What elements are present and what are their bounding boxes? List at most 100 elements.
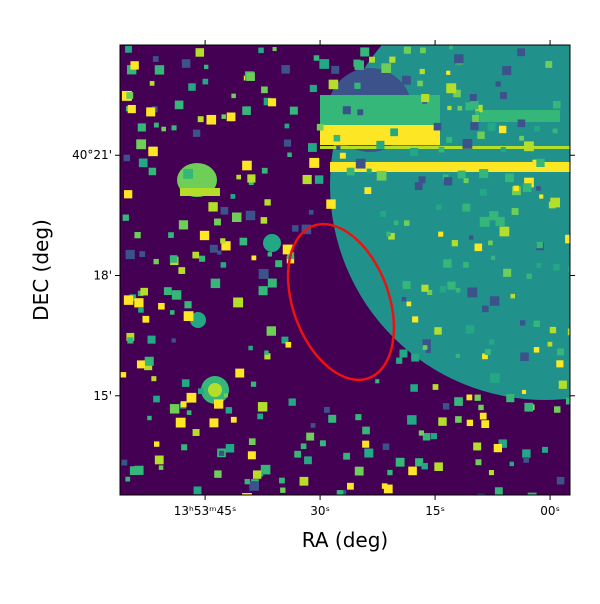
- speckle: [342, 106, 351, 115]
- speckle: [245, 210, 256, 221]
- speckle: [381, 63, 392, 73]
- speckle: [134, 232, 141, 239]
- speckle: [432, 384, 439, 390]
- speckle: [258, 286, 268, 296]
- speckle: [178, 267, 186, 274]
- speckle: [130, 61, 139, 70]
- speckle: [153, 258, 159, 265]
- speckle: [513, 185, 519, 192]
- speckle: [362, 426, 370, 435]
- speckle: [482, 353, 488, 360]
- speckle: [434, 462, 443, 471]
- speckle: [457, 105, 463, 111]
- speckle: [235, 368, 245, 378]
- speckle: [465, 102, 474, 111]
- speckle: [554, 406, 561, 413]
- speckle: [288, 398, 296, 406]
- speckle: [526, 273, 532, 280]
- speckle: [447, 105, 452, 111]
- speckle: [153, 122, 159, 128]
- speckle: [144, 356, 154, 366]
- speckle: [138, 307, 144, 313]
- speckle: [438, 417, 447, 426]
- speckle: [499, 226, 510, 237]
- speckle: [469, 100, 479, 110]
- speckle: [123, 154, 131, 162]
- speckle: [192, 251, 200, 259]
- speckle: [178, 220, 189, 230]
- speckle: [438, 231, 444, 237]
- x-tick-label: 13ʰ53ᵐ45ˢ: [174, 504, 237, 518]
- speckle: [230, 194, 236, 199]
- speckle: [500, 92, 507, 100]
- speckle: [422, 345, 428, 350]
- speckle: [175, 417, 186, 428]
- speckle: [231, 93, 236, 99]
- x-tick-label: 00ˢ: [540, 504, 560, 518]
- speckle: [261, 86, 268, 94]
- speckle: [467, 287, 478, 298]
- speckle: [498, 439, 507, 448]
- speckle: [183, 168, 194, 179]
- speckle: [247, 174, 256, 183]
- speckle: [148, 167, 157, 176]
- speckle: [465, 325, 475, 334]
- speckle: [545, 61, 553, 68]
- speckle: [369, 56, 375, 63]
- speckle: [136, 360, 145, 369]
- speckle: [300, 443, 307, 450]
- speckle: [455, 353, 460, 358]
- speckle: [346, 167, 355, 176]
- speckle: [124, 190, 133, 199]
- speckle: [466, 394, 473, 401]
- speckle: [469, 94, 477, 102]
- speckle: [401, 296, 407, 302]
- speckle: [420, 47, 426, 54]
- speckle: [509, 461, 514, 467]
- speckle: [171, 290, 182, 300]
- speckle: [536, 158, 545, 168]
- speckle: [490, 373, 500, 383]
- speckle: [208, 202, 218, 212]
- speckle: [183, 311, 194, 321]
- speckle: [536, 241, 543, 249]
- speckle: [158, 302, 165, 310]
- x-tick-label: 30ˢ: [310, 504, 330, 518]
- speckle: [151, 376, 157, 382]
- speckle: [433, 122, 442, 131]
- plot-frame: [119, 44, 571, 496]
- speckle: [264, 199, 271, 206]
- speckle: [548, 201, 556, 209]
- speckle: [482, 305, 489, 313]
- speckle: [246, 72, 255, 81]
- speckle: [186, 410, 192, 415]
- speckle: [524, 177, 534, 188]
- speckle: [337, 490, 344, 495]
- speckle: [474, 394, 481, 401]
- speckle: [249, 481, 259, 491]
- speckle: [339, 152, 346, 159]
- speckle: [242, 106, 251, 115]
- speckle: [127, 337, 134, 344]
- speckle: [364, 448, 374, 458]
- speckle: [395, 457, 405, 467]
- speckle: [479, 412, 487, 420]
- y-tick-label: 15': [93, 389, 112, 403]
- speckle: [260, 217, 268, 224]
- speckle: [386, 231, 391, 237]
- speckle: [527, 492, 537, 495]
- speckle: [422, 339, 431, 348]
- speckle: [264, 353, 271, 360]
- speckle: [383, 484, 393, 494]
- speckle: [511, 208, 519, 215]
- speckle: [415, 458, 424, 467]
- speckle: [199, 255, 206, 262]
- speckle: [388, 232, 395, 240]
- speckle: [248, 180, 254, 186]
- speckle: [410, 147, 419, 156]
- speckle: [449, 45, 454, 50]
- speckle: [197, 116, 204, 123]
- speckle: [226, 112, 236, 122]
- speckle: [519, 135, 524, 141]
- speckle: [505, 173, 514, 183]
